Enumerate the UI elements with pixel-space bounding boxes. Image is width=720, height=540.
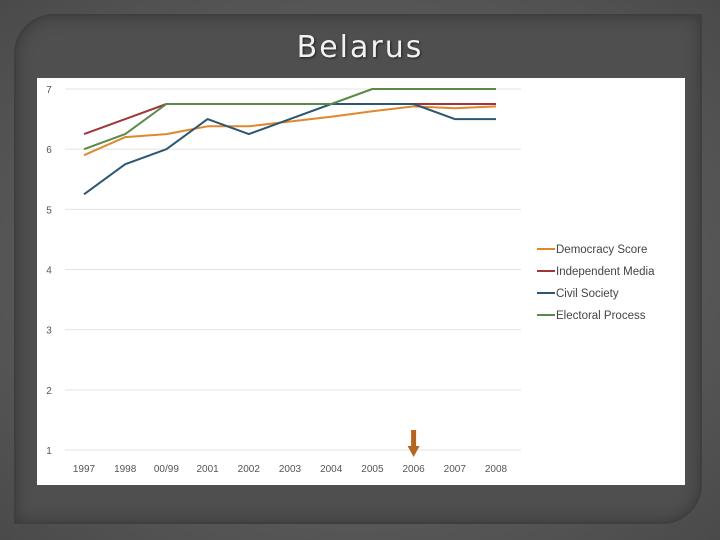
x-tick-label: 2008 bbox=[485, 464, 508, 475]
legend-label: Civil Society bbox=[556, 288, 619, 300]
legend: Democracy Score Independent Media Civil So… bbox=[537, 244, 655, 322]
arrow-head bbox=[407, 446, 420, 457]
y-tick-label: 4 bbox=[46, 266, 52, 277]
slide-title: Belarus bbox=[296, 30, 424, 65]
annotations bbox=[407, 430, 420, 457]
y-tick-label: 1 bbox=[46, 446, 52, 457]
series-lines bbox=[83, 88, 497, 196]
x-tick-label: 2002 bbox=[238, 464, 261, 475]
y-tick-label: 2 bbox=[46, 386, 52, 397]
legend-label: Independent Media bbox=[556, 266, 655, 278]
x-tick-label: 2007 bbox=[444, 464, 467, 475]
x-tick-label: 2001 bbox=[196, 464, 219, 475]
x-tick-label: 00/99 bbox=[154, 464, 179, 475]
series-line-0 bbox=[83, 105, 497, 157]
x-axis-ticks: 1997 1998 00/99 2001 2002 2003 2004 2005 2006 200… bbox=[73, 464, 508, 475]
x-tick-label: 2006 bbox=[402, 464, 425, 475]
x-tick-label: 2003 bbox=[279, 464, 302, 475]
legend-item: Electoral Process bbox=[537, 310, 646, 322]
y-tick-label: 3 bbox=[46, 326, 52, 337]
x-tick-label: 2005 bbox=[361, 464, 384, 475]
x-tick-label: 1998 bbox=[114, 464, 137, 475]
legend-item: Democracy Score bbox=[537, 244, 647, 256]
x-tick-label: 2004 bbox=[320, 464, 343, 475]
y-axis-ticks: 1 2 3 4 5 6 7 bbox=[46, 85, 52, 457]
chart-panel: 1 2 3 4 5 6 7 1997 1998 00/99 2001 2002 2003 2004 200… bbox=[37, 78, 685, 485]
y-tick-label: 6 bbox=[46, 145, 52, 156]
x-tick-label: 1997 bbox=[73, 464, 96, 475]
line-chart: 1 2 3 4 5 6 7 1997 1998 00/99 2001 2002 2003 2004 200… bbox=[46, 85, 655, 475]
legend-item: Independent Media bbox=[537, 266, 655, 278]
y-tick-label: 5 bbox=[46, 205, 52, 216]
grid-lines bbox=[65, 88, 521, 451]
y-tick-label: 7 bbox=[46, 85, 52, 96]
legend-label: Electoral Process bbox=[556, 310, 646, 322]
arrow-shaft bbox=[411, 430, 417, 450]
annotation-arrow bbox=[407, 430, 420, 457]
legend-item: Civil Society bbox=[537, 288, 619, 300]
series-line-2 bbox=[83, 103, 496, 196]
series-line-3 bbox=[83, 88, 496, 151]
legend-label: Democracy Score bbox=[556, 244, 647, 256]
